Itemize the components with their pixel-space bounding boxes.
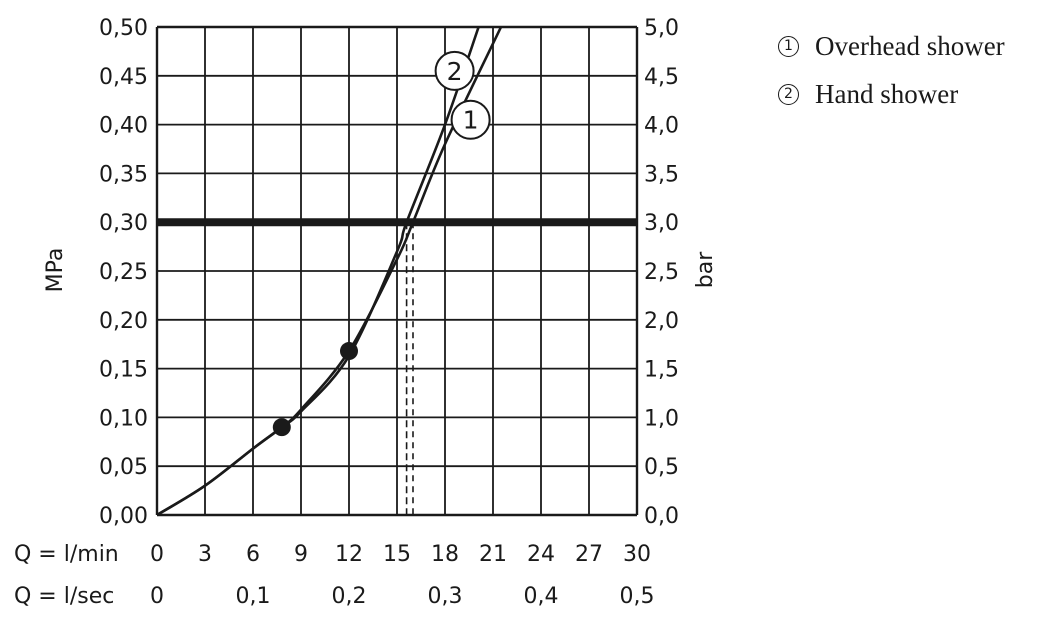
x-tick-label: 21 [479,542,507,567]
x-tick-label: 27 [575,542,603,567]
x-tick-label: 0 [150,542,164,567]
x-tick-label: 30 [623,542,651,567]
x2-tick-label: 0,4 [524,584,559,609]
y-tick-label: 0,35 [99,162,148,187]
series-label-markers: 21 [434,50,491,140]
y2-tick-label: 5,0 [644,16,679,41]
y2-tick-label: 2,0 [644,309,679,334]
y2-tick-label: 0,5 [644,455,679,480]
y2-tick-label: 2,5 [644,260,679,285]
x2-tick-label: 0,3 [428,584,463,609]
y2-tick-label: 3,5 [644,162,679,187]
data-markers [272,342,358,437]
y2-tick-label: 3,0 [644,211,679,236]
x-tick-label: 12 [335,542,363,567]
x2-tick-label: 0,2 [332,584,367,609]
legend: 1 Overhead shower 2 Hand shower [778,22,1005,118]
x2-axis-label: Q = l/sec [14,584,114,609]
legend-marker-2: 2 [778,83,799,105]
y-tick-label: 0,50 [99,16,148,41]
x-tick-label: 6 [246,542,260,567]
legend-label-overhead-shower: Overhead shower [815,30,1005,61]
y-tick-label: 0,05 [99,455,148,480]
y2-tick-label: 0,0 [644,504,679,529]
series-label-1: 1 [463,106,479,135]
legend-label-hand-shower: Hand shower [815,78,959,109]
series-label-circle-1 [450,99,491,140]
y-tick-label: 0,15 [99,358,148,383]
series-label-2: 2 [447,57,463,86]
y-tick-label: 0,20 [99,309,148,334]
x-tick-label: 18 [431,542,459,567]
series-label-circle-2 [434,50,475,91]
y2-tick-label: 4,5 [644,65,679,90]
data-point-marker [340,342,358,361]
legend-item-overhead-shower: 1 Overhead shower [778,22,1005,70]
y-axis-label: MPa [43,248,68,293]
x2-tick-label: 0,1 [236,584,271,609]
y-tick-label: 0,30 [99,211,148,236]
grid [155,25,639,517]
y2-axis-label: bar [693,251,718,288]
data-point-marker [272,418,291,437]
x-axis-label: Q = l/min [14,542,119,567]
y-tick-label: 0,10 [99,406,148,431]
y2-tick-label: 4,0 [644,114,679,139]
y-tick-label: 0,40 [99,114,148,139]
legend-item-hand-shower: 2 Hand shower [778,70,1005,118]
x-tick-label: 24 [527,542,555,567]
x2-tick-label: 0,5 [620,584,655,609]
x-tick-label: 3 [198,542,212,567]
x-tick-label: 15 [383,542,411,567]
y-tick-label: 0,45 [99,65,148,90]
y-tick-label: 0,25 [99,260,148,285]
drop-lines [405,222,414,515]
x2-tick-label: 0 [150,584,164,609]
x-tick-label: 9 [294,542,308,567]
tick-labels: 0 3 6 9 12 15 18 21 24 27 30 0 0,1 0,2 0,3 0,4 0,5 0,00 0,… [99,16,679,609]
legend-marker-1: 1 [778,35,799,57]
y2-tick-label: 1,5 [644,358,679,383]
y-tick-label: 0,00 [99,504,148,529]
y2-tick-label: 1,0 [644,406,679,431]
